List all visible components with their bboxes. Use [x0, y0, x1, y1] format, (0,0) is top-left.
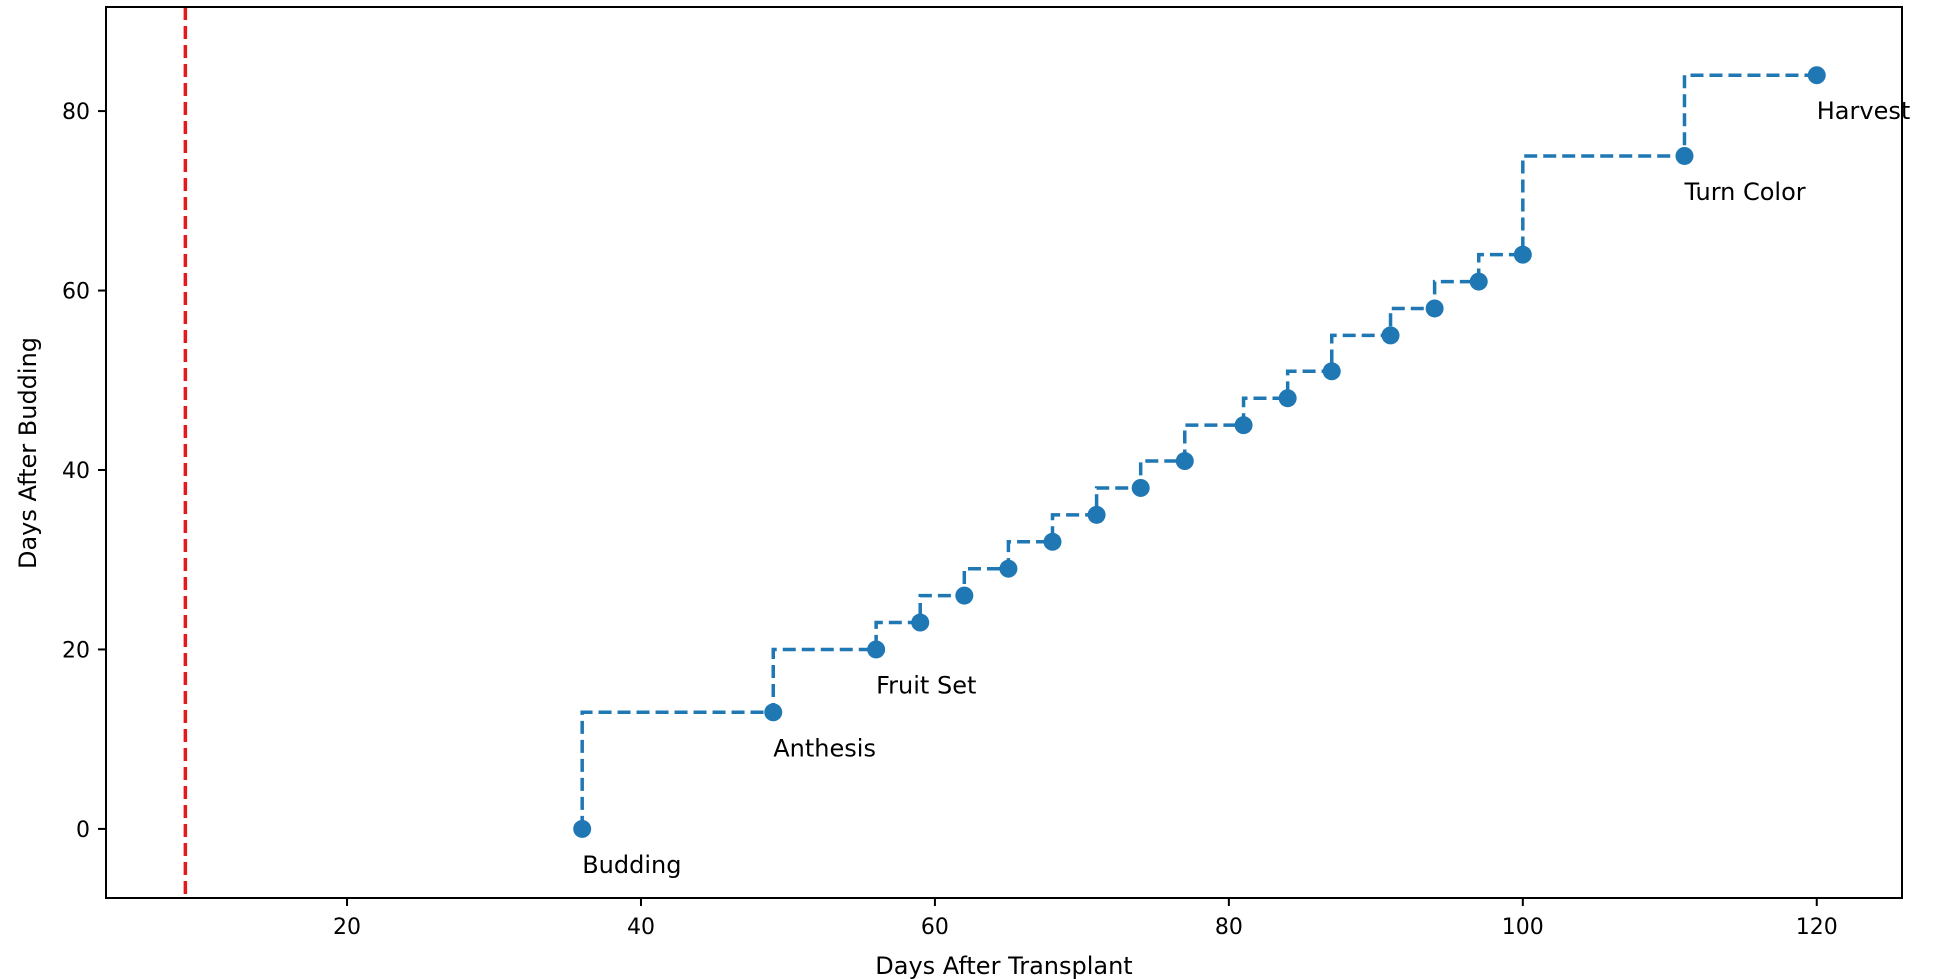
plot-background — [106, 7, 1902, 898]
data-point — [1425, 299, 1444, 318]
plot-frame — [105, 6, 1903, 899]
y-tick-label: 80 — [62, 100, 90, 125]
x-tick-label: 80 — [1215, 915, 1243, 940]
x-tick-label: 20 — [333, 915, 361, 940]
data-point — [1234, 416, 1253, 435]
data-point — [1322, 362, 1341, 381]
x-tick-label: 40 — [627, 915, 655, 940]
data-point — [1807, 66, 1826, 85]
y-axis-ticks: 0 20 40 60 80 — [62, 100, 106, 843]
data-point — [1043, 532, 1062, 551]
data-point — [955, 586, 974, 605]
data-point — [999, 559, 1018, 578]
x-axis-ticks: 20 40 60 80 100 120 — [333, 898, 1838, 940]
annotation-layer: Budding Anthesis Fruit Set Turn Color Harves… — [582, 97, 1910, 879]
y-tick-label: 60 — [62, 280, 90, 305]
data-point — [1513, 245, 1532, 264]
data-point — [911, 613, 930, 632]
stage-annotation: Turn Color — [1683, 178, 1805, 206]
stage-annotation: Budding — [582, 851, 681, 879]
y-axis-title: Days After Budding — [14, 337, 42, 569]
data-point — [1175, 452, 1194, 471]
stage-annotation: Anthesis — [773, 734, 876, 762]
y-tick-label: 40 — [62, 459, 90, 484]
stage-annotation: Fruit Set — [876, 671, 976, 699]
data-point — [1278, 389, 1297, 408]
data-point — [1087, 505, 1106, 524]
x-axis-title: Days After Transplant — [875, 952, 1132, 979]
data-point — [573, 819, 592, 838]
data-point — [1469, 272, 1488, 291]
data-point — [1131, 478, 1150, 497]
data-point — [867, 640, 886, 659]
y-tick-label: 0 — [76, 818, 90, 843]
points-layer — [573, 66, 1826, 838]
data-point — [764, 703, 783, 722]
x-tick-label: 100 — [1502, 915, 1544, 940]
data-point — [1381, 326, 1400, 345]
x-tick-label: 60 — [921, 915, 949, 940]
y-tick-label: 20 — [62, 638, 90, 663]
stage-annotation: Harvest — [1817, 97, 1911, 125]
x-tick-label: 120 — [1796, 915, 1838, 940]
data-point — [1675, 146, 1694, 165]
